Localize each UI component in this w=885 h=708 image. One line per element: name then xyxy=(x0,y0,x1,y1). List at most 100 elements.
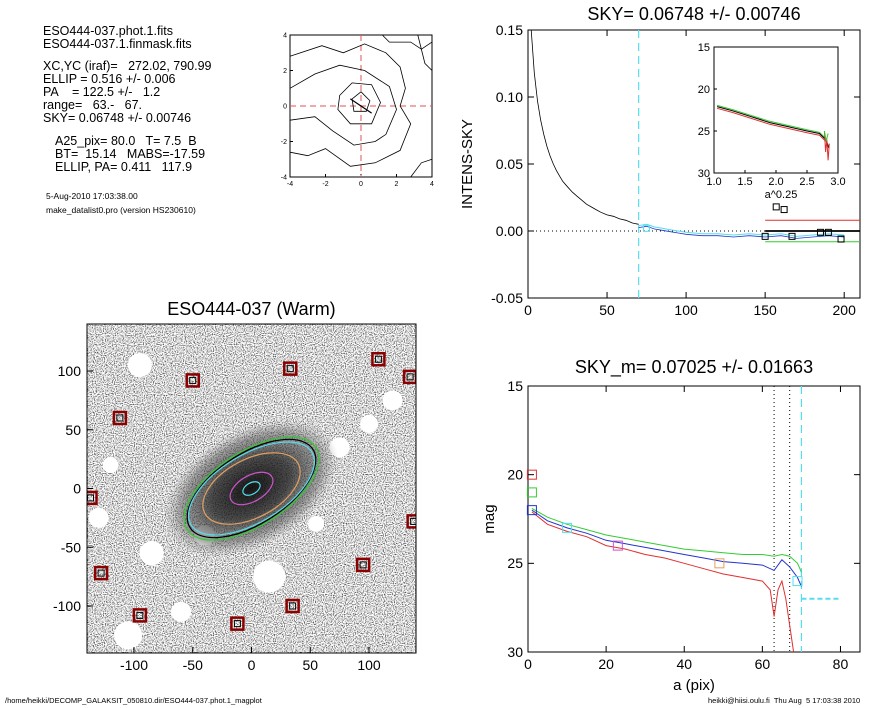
x-tick-label: 60 xyxy=(755,656,771,672)
intensity-y-label: INTENS-SKY xyxy=(459,119,476,209)
info-pa: PA = 122.5 +/- 1.2 xyxy=(43,85,161,99)
mask-box xyxy=(93,565,109,581)
sky-marker xyxy=(772,203,780,211)
x-tick-label: -100 xyxy=(120,657,148,673)
masked-star xyxy=(88,507,109,528)
image-frame xyxy=(86,323,417,654)
x-tick-label: 20 xyxy=(598,656,614,672)
masked-star xyxy=(139,541,164,566)
x-tick-label: 50 xyxy=(302,657,318,673)
mask-box-inner xyxy=(374,355,382,363)
info-ellip-pa: ELLIP, PA= 0.411 117.9 xyxy=(55,160,193,174)
masked-star xyxy=(114,621,143,650)
x-tick-label: 3.0 xyxy=(830,176,845,188)
x-tick-label: 2.0 xyxy=(768,176,783,188)
contour-line xyxy=(337,82,381,125)
y-tick-label: 25 xyxy=(698,126,710,138)
y-tick-label: 0.05 xyxy=(496,156,523,172)
sky-marker xyxy=(643,224,651,232)
mask-box-inner xyxy=(97,569,105,577)
contour-line xyxy=(351,91,371,112)
pa-marker xyxy=(350,98,372,114)
inset-x-label: a^0.25 xyxy=(765,189,798,201)
mask-box-inner xyxy=(189,376,197,384)
mask-box-inner xyxy=(233,620,241,628)
mask-box xyxy=(230,616,245,631)
mag-line-green xyxy=(531,507,802,573)
mask-box-inner xyxy=(116,414,124,422)
mag-plot-title: SKY_m= 0.07025 +/- 0.01663 xyxy=(575,357,813,378)
contour-line xyxy=(382,34,433,50)
y-tick-label: 20 xyxy=(507,467,523,483)
y-tick-label: -50 xyxy=(61,539,81,555)
sky-marker xyxy=(837,235,845,243)
inset-line-black xyxy=(716,106,830,148)
profile-line xyxy=(530,29,639,225)
y-tick-label: -100 xyxy=(53,598,81,614)
mask-box xyxy=(285,598,300,614)
y-tick-label: 4 xyxy=(283,33,287,40)
x-tick-label: 100 xyxy=(357,657,381,673)
info-xcyc: XC,YC (iraf)= 272.02, 790.99 xyxy=(43,59,212,73)
x-tick-label: 40 xyxy=(676,656,692,672)
contour-line xyxy=(417,34,433,71)
x-tick-label: 2.5 xyxy=(799,176,814,188)
mask-box-inner xyxy=(87,494,95,502)
x-tick-label: 1.0 xyxy=(706,176,721,188)
masked-star xyxy=(102,457,119,473)
y-tick-label: 0.00 xyxy=(496,223,523,239)
inset-line-green xyxy=(716,104,830,147)
x-tick-label: 50 xyxy=(599,302,615,318)
y-tick-label: 50 xyxy=(65,422,81,438)
x-tick-label: 0 xyxy=(359,181,363,188)
mag-marker xyxy=(714,558,725,569)
y-tick-label: 30 xyxy=(698,168,710,180)
isophote-ellipse xyxy=(229,471,274,506)
mask-box-inner xyxy=(136,611,144,619)
mask-box xyxy=(406,514,416,529)
contour-line xyxy=(289,43,412,167)
footer-path: /home/heikki/DECOMP_GALAKSIT_050810.dir/… xyxy=(5,696,262,705)
y-tick-label: 15 xyxy=(698,42,710,54)
mask-box xyxy=(402,369,416,385)
mag-marker xyxy=(792,576,803,587)
mag-marker xyxy=(562,522,573,533)
mag-y-label: mag xyxy=(481,504,498,533)
x-tick-label: -50 xyxy=(183,657,203,673)
outer-profile-line xyxy=(638,223,845,237)
sky-marker xyxy=(780,206,788,214)
info-range: range= 63.- 67. xyxy=(43,98,143,112)
isophote-ellipse xyxy=(242,481,261,496)
x-tick-label: 80 xyxy=(833,656,849,672)
inset-line-red xyxy=(716,107,826,142)
contour-line xyxy=(289,64,397,146)
y-tick-label: 30 xyxy=(507,644,523,660)
mag-line-red xyxy=(531,511,795,653)
mag-marker xyxy=(526,469,537,480)
mask-box xyxy=(355,557,371,573)
sky-marker xyxy=(824,228,832,236)
mask-box-inner xyxy=(410,517,416,525)
mask-box xyxy=(371,352,386,367)
x-tick-label: 0 xyxy=(524,302,532,318)
info-bt: BT= 15.14 MABS=-17.59 xyxy=(55,147,206,161)
image-title: ESO444-037 (Warm) xyxy=(167,299,335,319)
mag-marker xyxy=(526,487,537,498)
sky-marker xyxy=(788,232,796,240)
y-tick-label: 100 xyxy=(58,363,82,379)
mask-box xyxy=(87,490,98,506)
masked-star xyxy=(382,390,403,411)
inset-tail-green xyxy=(823,130,829,142)
y-tick-label: 25 xyxy=(507,555,523,571)
x-tick-label: -4 xyxy=(287,181,293,188)
info-a25: A25_pix= 80.0 T= 7.5 B xyxy=(55,134,197,148)
masked-star xyxy=(360,414,378,433)
mask-box xyxy=(112,410,128,426)
info-file1: ESO444-037.phot.1.fits xyxy=(43,24,173,38)
mag-plot-frame xyxy=(527,385,861,653)
isophote-ellipse xyxy=(186,438,317,539)
info-date: 5-Aug-2010 17:03:38.00 xyxy=(46,191,138,201)
y-tick-label: 15 xyxy=(507,378,523,394)
mag-line-blue xyxy=(531,509,802,587)
